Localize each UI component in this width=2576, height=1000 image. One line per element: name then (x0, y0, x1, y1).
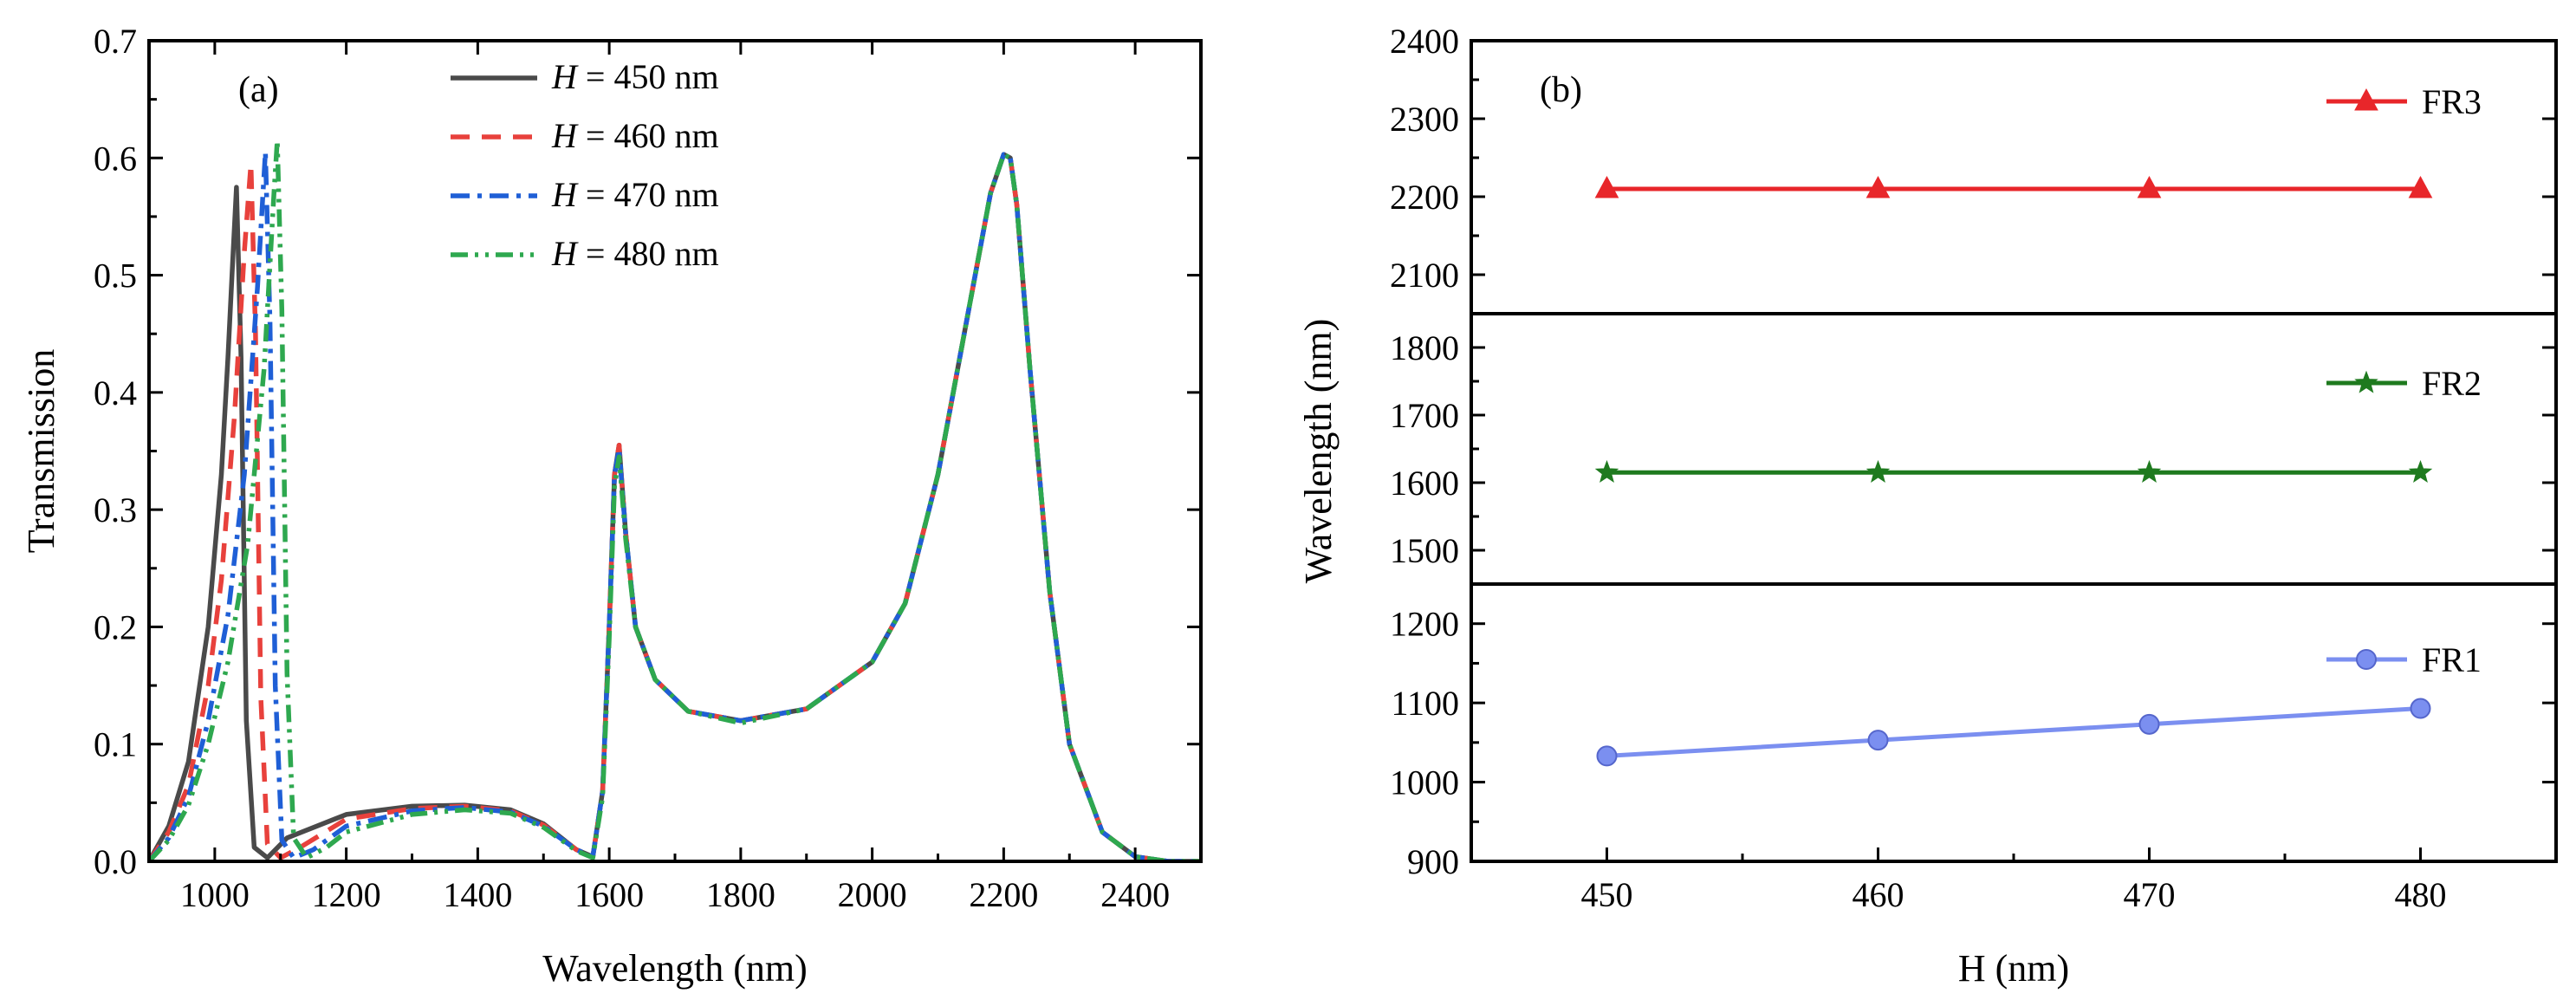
marker-FR2 (2408, 459, 2433, 483)
legend-label-FR2: FR2 (2422, 364, 2482, 403)
y-tick-label: 0.0 (94, 842, 137, 881)
marker-FR3 (2137, 175, 2162, 198)
series-line-3 (149, 138, 1201, 861)
panel-label: (a) (238, 70, 279, 110)
y-tick-label: 0.1 (94, 725, 137, 764)
x-tick-label: 2200 (969, 875, 1038, 914)
y-tick-label: 0.3 (94, 490, 137, 529)
marker-FR1 (2138, 713, 2160, 735)
series-group (149, 138, 1201, 861)
legend-label-FR3: FR3 (2422, 82, 2482, 121)
x-axis-title: H (nm) (1958, 947, 2069, 990)
panel-b-wavelength-chart: 2100 2200 2300 2400 FR3 1500 1600 1700 1800 FR2 90… (1297, 22, 2558, 990)
marker-FR3 (1865, 175, 1891, 198)
marker-FR2 (1865, 459, 1891, 483)
x-tick-label: 1800 (706, 875, 775, 914)
legend-marker-FR2 (2354, 370, 2378, 393)
legend-rest: = 460 nm (577, 116, 719, 155)
y-axis-title: Wavelength (nm) (1297, 319, 1340, 584)
x-tick-label: 2400 (1100, 875, 1170, 914)
series-line-1 (149, 152, 1201, 861)
legend-marker-FR3 (2354, 88, 2378, 111)
marker-FR1 (2410, 698, 2431, 719)
x-axis-title: Wavelength (nm) (542, 947, 808, 990)
subplot-FR2: 1500 1600 1700 1800 FR2 (1390, 312, 2556, 570)
y-axis-title: Transmission (20, 349, 62, 554)
y-tick-label: 0.4 (94, 373, 137, 412)
legend-label-1: H = 460 nm (551, 116, 719, 155)
plot-frame (1470, 39, 2558, 863)
y-tick-label: 1100 (1391, 684, 1459, 723)
x-tick-label: 470 (2124, 875, 2176, 914)
x-tick-label: 450 (1581, 875, 1633, 914)
y-tick-label: 2200 (1390, 178, 1459, 217)
y-tick-label: 0.6 (94, 139, 137, 178)
legend-label-2: H = 470 nm (551, 175, 719, 214)
marker-FR1 (1867, 730, 1889, 751)
panel-a-transmission-chart: 1000 1200 1400 1600 1800 2000 2200 2400 0.0 0.1 0.… (20, 22, 1203, 990)
legend-var: H (551, 175, 579, 214)
y-tick-label: 1800 (1390, 328, 1459, 367)
y-tick-label: 1000 (1390, 763, 1459, 802)
marker-FR2 (1594, 459, 1619, 483)
x-tick-label: 460 (1853, 875, 1904, 914)
legend-rest: = 480 nm (577, 234, 719, 273)
legend-rest: = 470 nm (577, 175, 719, 214)
y-tick-label: 2300 (1390, 100, 1459, 139)
legend-var: H (551, 116, 579, 155)
marker-FR3 (1594, 175, 1619, 198)
x-tick-label: 1200 (312, 875, 381, 914)
legend-var: H (551, 234, 579, 273)
y-tick-label: 0.5 (94, 256, 137, 295)
y-tick-label: 2400 (1390, 22, 1459, 61)
legend-label-3: H = 480 nm (551, 234, 719, 273)
subplot-FR1: 900 1000 1100 1200 FR1 (1390, 582, 2556, 881)
y-tick-label: 1500 (1390, 531, 1459, 570)
marker-FR3 (2408, 175, 2433, 198)
y-tick-label: 1200 (1390, 605, 1459, 644)
marker-FR1 (1596, 745, 1618, 767)
series-line-FR1 (1606, 706, 2421, 758)
y-tick-label: 0.7 (94, 22, 137, 61)
y-tick-label: 900 (1407, 842, 1459, 881)
legend-label-0: H = 450 nm (551, 57, 719, 96)
x-tick-label: 480 (2395, 875, 2447, 914)
marker-FR2 (2137, 459, 2162, 483)
subplot-FR3: 2100 2200 2300 2400 FR3 (1390, 22, 2556, 295)
panel-label: (b) (1540, 70, 1582, 110)
x-tick-label: 1600 (574, 875, 644, 914)
legend-rest: = 450 nm (577, 57, 719, 96)
y-tick-label: 2100 (1390, 256, 1459, 295)
x-tick-label: 1400 (443, 875, 512, 914)
y-tick-label: 1700 (1390, 396, 1459, 435)
plot-frame (147, 39, 1203, 863)
legend-label-FR1: FR1 (2422, 640, 2482, 679)
x-tick-label: 2000 (838, 875, 907, 914)
y-tick-label: 0.2 (94, 607, 137, 646)
x-tick-label: 1000 (180, 875, 250, 914)
legend-marker-FR1 (2356, 649, 2377, 670)
legend-var: H (551, 57, 579, 96)
y-tick-label: 1600 (1390, 464, 1459, 503)
